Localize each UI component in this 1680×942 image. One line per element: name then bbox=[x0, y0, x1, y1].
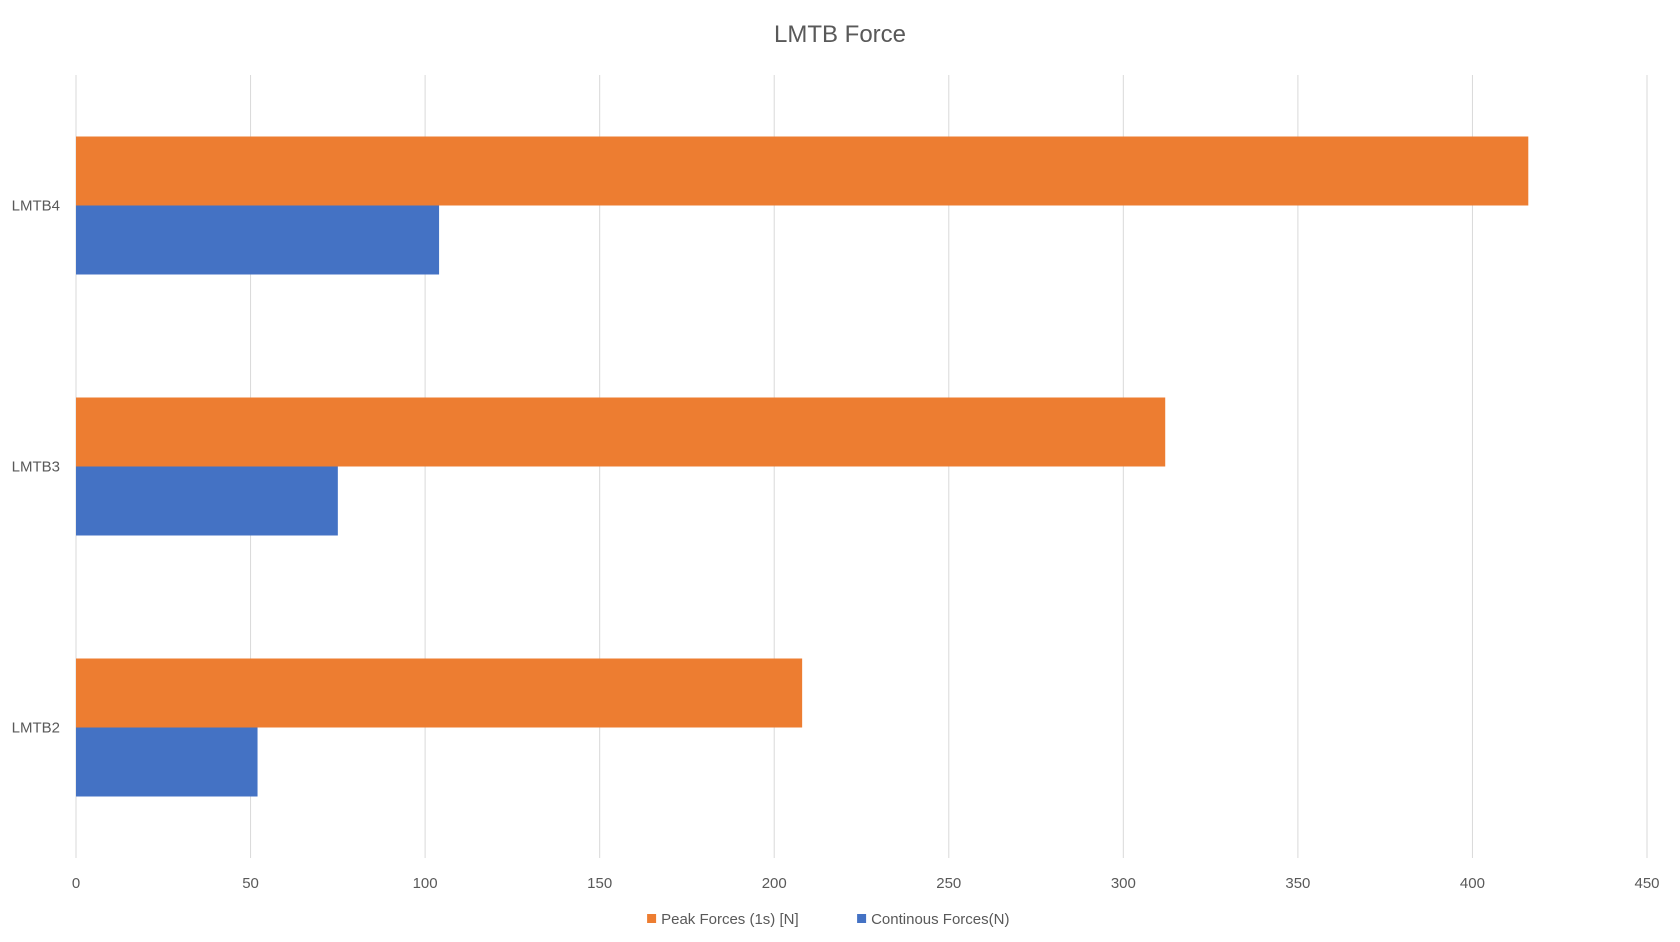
x-tick-label: 150 bbox=[587, 875, 612, 892]
chart-title: LMTB Force bbox=[774, 21, 906, 48]
x-tick-label: 50 bbox=[242, 875, 259, 892]
y-category-label: LMTB3 bbox=[12, 459, 60, 476]
y-category-label: LMTB4 bbox=[12, 198, 60, 215]
x-tick-label: 250 bbox=[936, 875, 961, 892]
bar-continuous-lmtb4 bbox=[76, 205, 440, 275]
bar-continuous-lmtb2 bbox=[76, 727, 258, 797]
x-tick-label: 100 bbox=[413, 875, 438, 892]
x-tick-label: 350 bbox=[1285, 875, 1310, 892]
x-tick-label: 200 bbox=[762, 875, 787, 892]
bar-peak-lmtb2 bbox=[76, 658, 803, 728]
bar-continuous-lmtb3 bbox=[76, 466, 338, 536]
legend-swatch-peak bbox=[647, 914, 657, 923]
legend-swatch-continuous bbox=[857, 914, 867, 923]
x-tick-label: 300 bbox=[1111, 875, 1136, 892]
bars bbox=[76, 136, 1529, 797]
legend-label-continuous: Continous Forces(N) bbox=[871, 911, 1009, 928]
x-axis-labels: 0 50 100 150 200 250 300 350 400 450 bbox=[72, 875, 1660, 892]
y-category-label: LMTB2 bbox=[12, 720, 60, 737]
y-axis-labels: LMTB4 LMTB3 LMTB2 bbox=[12, 198, 60, 737]
x-tick-label: 450 bbox=[1634, 875, 1659, 892]
x-tick-label: 0 bbox=[72, 875, 80, 892]
bar-peak-lmtb4 bbox=[76, 136, 1529, 206]
bar-peak-lmtb3 bbox=[76, 397, 1166, 467]
legend: Peak Forces (1s) [N] Continous Forces(N) bbox=[647, 911, 1009, 928]
x-tick-label: 400 bbox=[1460, 875, 1485, 892]
legend-label-peak: Peak Forces (1s) [N] bbox=[661, 911, 799, 928]
